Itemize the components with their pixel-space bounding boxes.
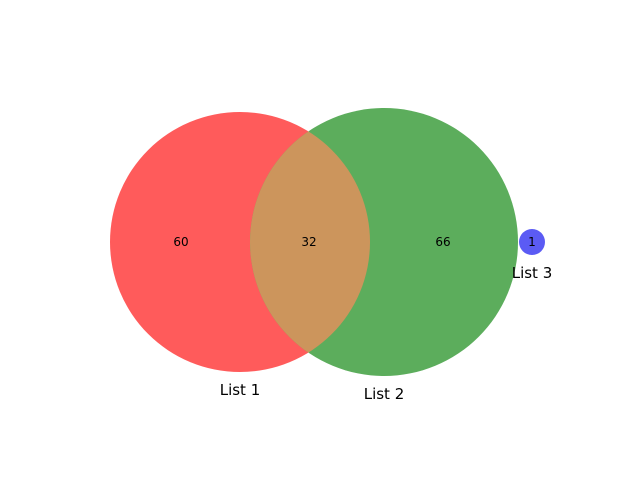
list-1-list-2-count: 32 [301,235,316,249]
list-2-only-count: 66 [435,235,450,249]
list-3-circle [519,229,545,255]
list-1-only-count: 60 [173,235,188,249]
list-2-label: List 2 [364,385,405,403]
list-3-label: List 3 [512,264,553,282]
list-1-label: List 1 [220,381,261,399]
list-1-list-2-intersection [250,112,370,372]
list-3-only-count: 1 [528,235,536,249]
